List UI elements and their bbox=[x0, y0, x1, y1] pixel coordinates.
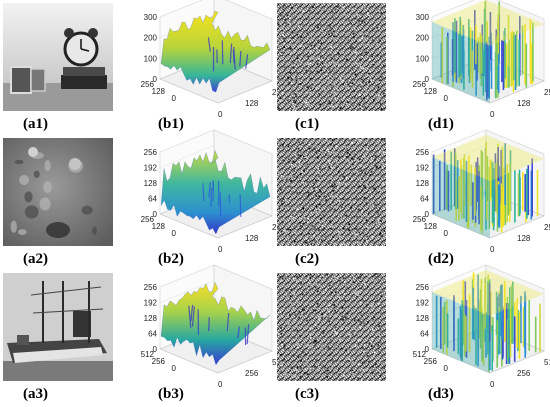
x-tick-label: 0 bbox=[218, 245, 223, 254]
x-tick-label: 0 bbox=[490, 380, 495, 389]
x-tick-label: 256 bbox=[544, 223, 550, 232]
z-tick-label: 300 bbox=[144, 13, 158, 22]
z-tick-label: 200 bbox=[144, 34, 158, 43]
z-tick-label: 128 bbox=[416, 314, 430, 323]
z-tick-label: 192 bbox=[416, 164, 430, 173]
encrypted-image-3 bbox=[277, 273, 386, 381]
y-tick-label: 512 bbox=[413, 350, 427, 359]
z-tick-label: 64 bbox=[148, 195, 157, 204]
z-tick-label: 128 bbox=[416, 179, 430, 188]
histogram-plot-3: 25619212864051225600256512 bbox=[413, 264, 550, 389]
encrypted-image-2 bbox=[277, 138, 386, 246]
x-tick-label: 256 bbox=[544, 88, 550, 97]
y-tick-label: 256 bbox=[141, 80, 155, 89]
z-tick-label: 0 bbox=[425, 345, 430, 354]
caption-c3: (c3) bbox=[295, 386, 319, 402]
z-tick-label: 256 bbox=[416, 148, 430, 157]
y-tick-label: 256 bbox=[424, 357, 438, 366]
caption-a2: (a2) bbox=[23, 251, 48, 267]
x-tick-label: 0 bbox=[490, 110, 495, 119]
caption-d2: (d2) bbox=[428, 251, 454, 267]
x-tick-label: 128 bbox=[245, 234, 259, 243]
z-tick-label: 64 bbox=[148, 330, 157, 339]
figure-row-2: 2561921286402561280012825625619212864025… bbox=[3, 129, 550, 267]
y-tick-label: 128 bbox=[424, 87, 438, 96]
caption-d1: (d1) bbox=[428, 116, 454, 132]
caption-a3: (a3) bbox=[23, 386, 48, 402]
y-tick-label: 256 bbox=[413, 215, 427, 224]
y-tick-label: 0 bbox=[172, 364, 177, 373]
y-tick-label: 0 bbox=[172, 229, 177, 238]
y-tick-label: 0 bbox=[444, 229, 449, 238]
z-tick-label: 0 bbox=[153, 210, 158, 219]
z-tick-label: 256 bbox=[416, 283, 430, 292]
y-tick-label: 128 bbox=[424, 222, 438, 231]
z-tick-label: 64 bbox=[420, 195, 429, 204]
surface-plot-1: 300200100025612800128256 bbox=[141, 0, 286, 119]
y-tick-label: 256 bbox=[413, 80, 427, 89]
x-tick-label: 128 bbox=[517, 99, 531, 108]
caption-c1: (c1) bbox=[295, 116, 319, 132]
z-tick-label: 0 bbox=[425, 75, 430, 84]
y-tick-label: 128 bbox=[152, 222, 166, 231]
z-tick-label: 100 bbox=[416, 54, 430, 63]
photo-lunar-surface bbox=[3, 138, 113, 246]
x-tick-label: 0 bbox=[490, 245, 495, 254]
surface-plot-3: 25619212864051225600256512 bbox=[141, 264, 286, 389]
y-tick-label: 0 bbox=[172, 94, 177, 103]
figure-row-3: 2561921286405122560025651225619212864051… bbox=[3, 264, 550, 402]
caption-b1: (b1) bbox=[158, 116, 184, 132]
photo-ships-in-harbor bbox=[3, 273, 113, 381]
z-tick-label: 200 bbox=[416, 34, 430, 43]
z-tick-label: 0 bbox=[153, 345, 158, 354]
x-tick-label: 256 bbox=[517, 369, 531, 378]
caption-c2: (c2) bbox=[295, 251, 319, 267]
x-tick-label: 0 bbox=[218, 380, 223, 389]
z-tick-label: 300 bbox=[416, 13, 430, 22]
y-tick-label: 512 bbox=[141, 350, 155, 359]
caption-b2: (b2) bbox=[158, 251, 184, 267]
histogram-plot-1: 300200100025612800128256 bbox=[413, 0, 550, 119]
y-tick-label: 128 bbox=[152, 87, 166, 96]
z-tick-label: 192 bbox=[416, 299, 430, 308]
caption-a1: (a1) bbox=[23, 116, 48, 132]
z-tick-label: 0 bbox=[153, 75, 158, 84]
y-tick-label: 0 bbox=[444, 364, 449, 373]
x-tick-label: 128 bbox=[245, 99, 259, 108]
z-tick-label: 256 bbox=[144, 148, 158, 157]
z-tick-label: 256 bbox=[144, 283, 158, 292]
x-tick-label: 256 bbox=[245, 369, 259, 378]
z-tick-label: 0 bbox=[425, 210, 430, 219]
caption-d3: (d3) bbox=[428, 386, 454, 402]
y-tick-label: 256 bbox=[152, 357, 166, 366]
z-tick-label: 128 bbox=[144, 179, 158, 188]
z-tick-label: 64 bbox=[420, 330, 429, 339]
caption-b3: (b3) bbox=[158, 386, 184, 402]
encrypted-image-1 bbox=[277, 3, 386, 111]
x-tick-label: 0 bbox=[218, 110, 223, 119]
photo-alarm-clock-on-table bbox=[3, 3, 113, 111]
y-tick-label: 256 bbox=[141, 215, 155, 224]
z-tick-label: 100 bbox=[144, 54, 158, 63]
figure-row-1: 3002001000256128001282563002001000256128… bbox=[3, 0, 550, 132]
z-tick-label: 192 bbox=[144, 299, 158, 308]
y-tick-label: 0 bbox=[444, 94, 449, 103]
z-tick-label: 128 bbox=[144, 314, 158, 323]
x-tick-label: 512 bbox=[544, 358, 550, 367]
z-tick-label: 192 bbox=[144, 164, 158, 173]
x-tick-label: 128 bbox=[517, 234, 531, 243]
